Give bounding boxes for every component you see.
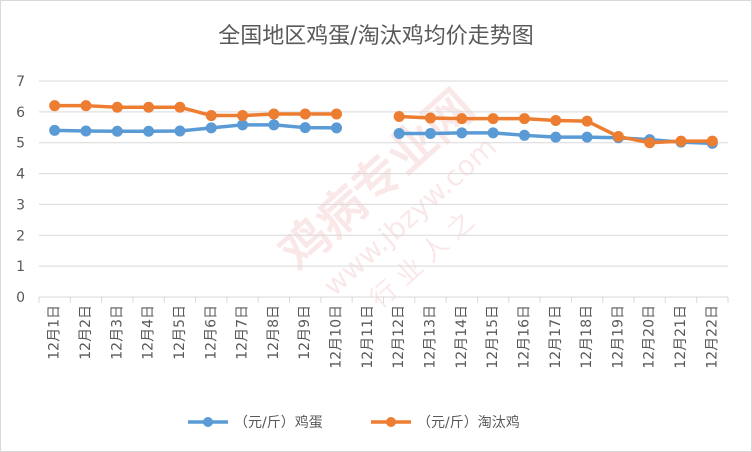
x-tick-label: 12月21日 [673,305,689,369]
x-tick-label: 12月10日 [329,305,345,369]
data-point [518,129,530,141]
legend: （元/斤）鸡蛋 （元/斤）淘汰鸡 [188,414,520,431]
x-tick-label: 12月12日 [391,305,407,369]
data-point [487,127,499,139]
y-tick-label: 0 [16,290,25,306]
x-tick-label: 12月2日 [78,305,94,360]
data-point [487,113,499,125]
x-tick-label: 12月19日 [610,305,626,369]
data-point [456,113,468,125]
series-culled-hen [49,100,718,149]
chart-title: 全国地区鸡蛋/淘汰鸡均价走势图 [218,24,533,49]
x-tick-label: 12月3日 [109,305,125,360]
legend-item: （元/斤）淘汰鸡 [371,414,520,431]
data-point [237,119,249,131]
y-tick-label: 4 [16,167,25,183]
legend-marker [386,417,396,427]
data-point [80,100,92,112]
data-point [581,115,593,127]
data-point [393,127,405,139]
x-tick-label: 12月15日 [485,305,501,369]
data-point [644,137,656,149]
data-point [675,135,687,147]
y-tick-label: 5 [16,136,25,152]
data-point [143,125,155,137]
data-point [518,113,530,125]
data-point [706,135,718,147]
data-point [80,125,92,137]
data-point [550,131,562,143]
x-tick-label: 12月17日 [548,305,564,369]
data-point [331,108,343,120]
x-tick-label: 12月20日 [642,305,658,369]
x-axis: 12月1日 12月2日 12月3日 12月4日 12月5日 12月6日 12月7日 12月8日… [38,297,729,369]
legend-item: （元/斤）鸡蛋 [188,414,323,431]
data-point [174,101,186,113]
x-tick-label: 12月16日 [516,305,532,369]
y-axis: 0 1 2 3 4 5 6 7 [16,74,25,306]
x-tick-label: 12月7日 [235,305,251,360]
data-point [268,119,280,131]
data-point [205,110,217,122]
data-point [393,110,405,122]
series-line [52,103,339,118]
y-tick-label: 1 [16,259,25,275]
x-tick-label: 12月5日 [172,305,188,360]
data-point [111,101,123,113]
x-tick-label: 12月22日 [704,305,720,369]
legend-label: （元/斤）淘汰鸡 [417,414,520,431]
data-point [143,101,155,113]
data-point [268,108,280,120]
data-point [612,131,624,143]
y-tick-label: 6 [16,105,25,121]
data-point [49,124,61,136]
y-tick-label: 3 [16,197,25,213]
x-tick-label: 12月18日 [579,305,595,369]
data-point [299,108,311,120]
legend-label: （元/斤）鸡蛋 [234,414,323,431]
data-point [456,127,468,139]
x-tick-label: 12月14日 [454,305,470,369]
gridlines [39,80,728,298]
x-tick-label: 12月13日 [422,305,438,369]
data-point [424,112,436,124]
data-point [424,127,436,139]
series-line [52,123,339,134]
y-tick-label: 7 [16,74,25,90]
data-point [550,114,562,126]
data-point [331,122,343,134]
x-tick-label: 12月1日 [47,305,63,360]
x-tick-label: 12月11日 [360,305,376,369]
data-point [581,131,593,143]
data-point [174,125,186,137]
legend-marker [203,417,213,427]
y-tick-label: 2 [16,228,25,244]
data-point [205,122,217,134]
x-tick-label: 12月6日 [203,305,219,360]
x-tick-label: 12月4日 [141,305,157,360]
x-tick-label: 12月8日 [266,305,282,360]
data-point [299,122,311,134]
data-point [111,125,123,137]
data-point [237,110,249,122]
series-layer [49,100,718,149]
x-tick-label: 12月9日 [297,305,313,360]
data-point [49,100,61,112]
